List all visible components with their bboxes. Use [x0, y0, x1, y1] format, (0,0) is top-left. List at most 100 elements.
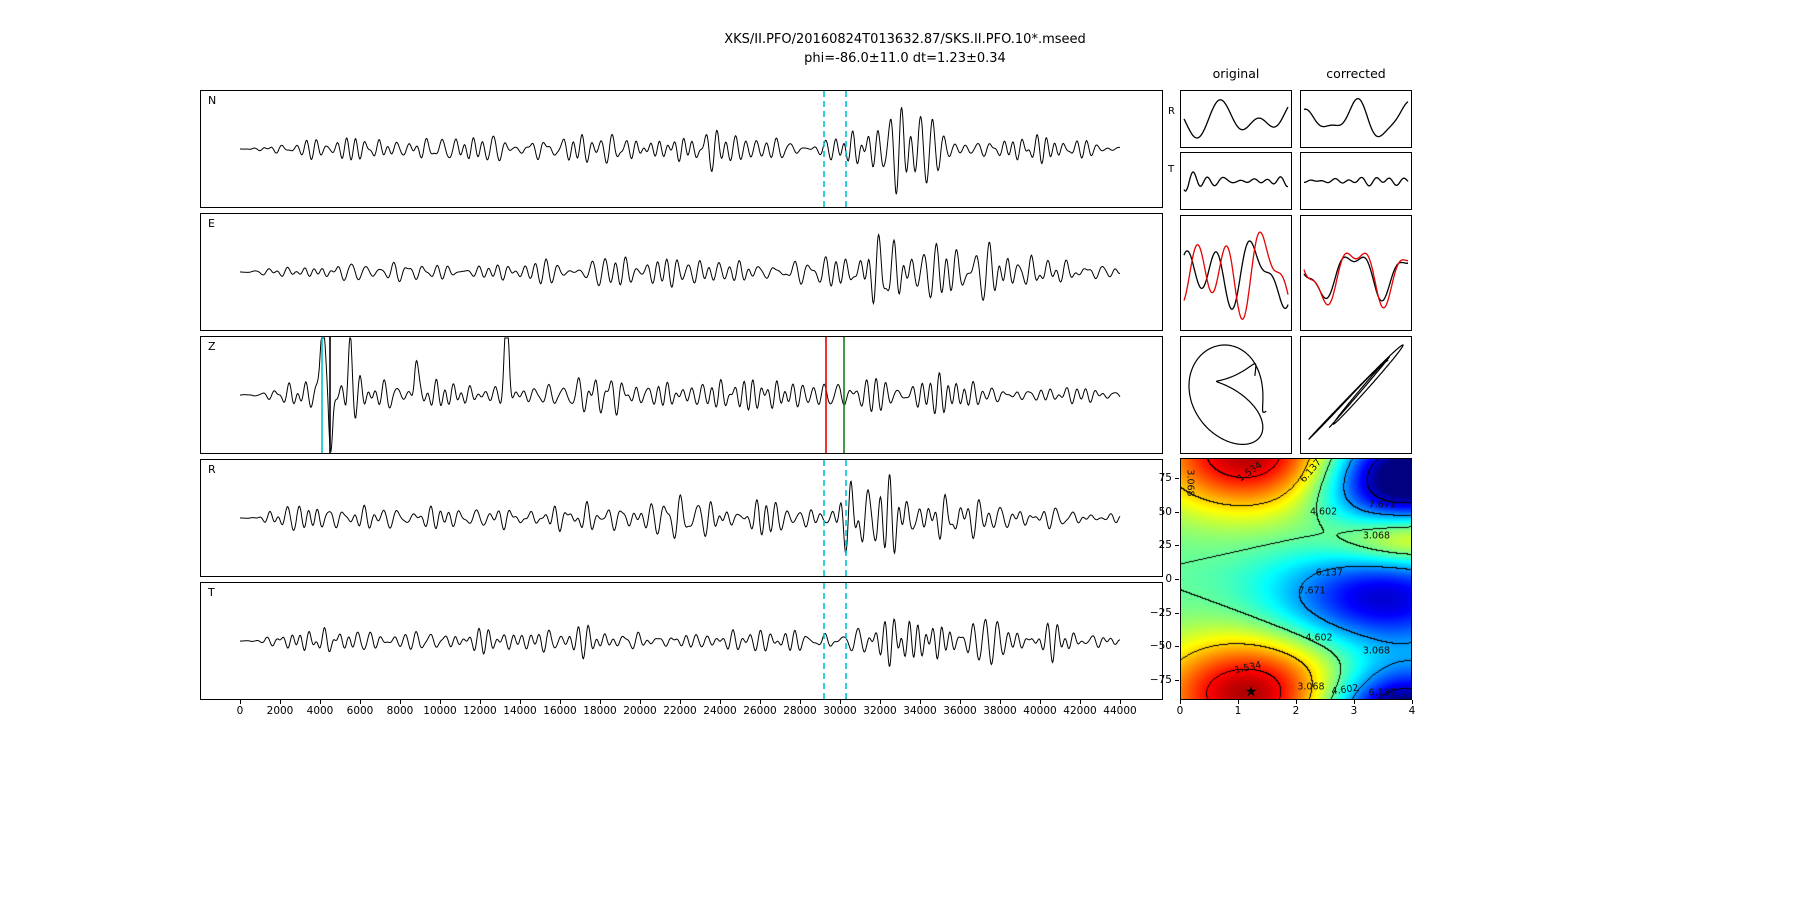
tick-mark: [480, 700, 481, 704]
tick-mark: [920, 700, 921, 704]
x-tick-label: 40000: [1023, 705, 1057, 717]
waveform-trace-e: [240, 233, 1120, 306]
tick-mark: [1238, 700, 1239, 704]
tick-mark: [1175, 478, 1179, 480]
x-tick-label: 14000: [503, 705, 537, 717]
x-tick-label: 20000: [623, 705, 657, 717]
tick-mark: [1412, 700, 1413, 704]
tick-mark: [1354, 700, 1355, 704]
energy-map-x-tick-label: 4: [1408, 705, 1416, 717]
x-tick-label: 8000: [386, 705, 414, 717]
waveform-panel-r: R: [200, 459, 1163, 577]
contour-label: 3.068: [1297, 681, 1325, 693]
waveform-trace-r: [240, 460, 1121, 576]
waveform-panel-t: T: [200, 582, 1163, 700]
x-tick-label: 28000: [783, 705, 817, 717]
tick-mark: [1080, 700, 1081, 704]
tick-mark: [240, 700, 241, 704]
x-tick-label: 30000: [823, 705, 857, 717]
tick-mark: [800, 700, 801, 704]
energy-map-y-tick-label: −50: [1149, 640, 1172, 653]
tick-mark: [1175, 545, 1179, 547]
small-panel-r-corrected: [1300, 90, 1412, 148]
tick-mark: [680, 700, 681, 704]
column-header-original: original: [1212, 66, 1260, 81]
contour-label: 7.671: [1368, 499, 1396, 511]
waveform-panel-n: N: [200, 90, 1163, 208]
x-tick-label: 24000: [703, 705, 737, 717]
x-tick-label: 36000: [943, 705, 977, 717]
tick-mark: [320, 700, 321, 704]
contour-label: 4.602: [1305, 632, 1333, 644]
tick-mark: [720, 700, 721, 704]
small-panel-t-corrected: [1300, 152, 1412, 210]
tick-mark: [400, 700, 401, 704]
row-label-r: R: [1168, 106, 1175, 117]
x-tick-label: 0: [236, 705, 244, 717]
fast-slow-overlay-corrected: [1300, 215, 1412, 331]
tick-mark: [1175, 679, 1179, 681]
contour-label: 6.137: [1368, 687, 1396, 699]
contour-label: 3.068: [1362, 645, 1391, 657]
energy-map-y-tick-label: 25: [1158, 539, 1172, 552]
title-line2: phi=-86.0±11.0 dt=1.23±0.34: [804, 51, 1006, 66]
x-tick-label: 16000: [543, 705, 577, 717]
best-fit-star: ★: [1244, 683, 1258, 700]
energy-map-y-tick-label: 0: [1165, 573, 1172, 585]
x-tick-label: 18000: [583, 705, 617, 717]
panel-label-e: E: [208, 217, 215, 230]
contour-label: 7.671: [1298, 585, 1326, 597]
small-panel-t-original: [1180, 152, 1292, 210]
x-tick-label: 22000: [663, 705, 697, 717]
tick-mark: [600, 700, 601, 704]
tick-mark: [960, 700, 961, 704]
x-tick-label: 4000: [306, 705, 334, 717]
energy-map-x-tick-label: 1: [1234, 705, 1242, 717]
tick-mark: [1175, 579, 1179, 580]
x-tick-label: 2000: [266, 705, 294, 717]
tick-mark: [520, 700, 521, 704]
tick-mark: [1040, 700, 1041, 704]
panel-label-r: R: [208, 463, 216, 476]
energy-map-x-tick-label: 2: [1292, 705, 1300, 717]
energy-map-y-tick-label: 50: [1158, 505, 1172, 518]
energy-map-y-tick-label: 75: [1158, 472, 1172, 485]
tick-mark: [1000, 700, 1001, 704]
title-line1: XKS/II.PFO/20160824T013632.87/SKS.II.PFO…: [724, 32, 1086, 47]
fast-slow-overlay-original: [1180, 215, 1292, 331]
tick-mark: [280, 700, 281, 704]
energy-map-surface: [1181, 459, 1411, 699]
small-panel-r-original: [1180, 90, 1292, 148]
panel-label-z: Z: [208, 340, 216, 353]
waveform-panel-z: Z: [200, 336, 1163, 454]
tick-mark: [1175, 612, 1179, 614]
x-tick-label: 34000: [903, 705, 937, 717]
particle-motion-corrected: [1300, 336, 1412, 454]
contour-label: 3.068: [1362, 530, 1391, 542]
contour-label: 3.068: [1184, 469, 1196, 497]
x-tick-label: 26000: [743, 705, 777, 717]
x-tick-label: 38000: [983, 705, 1017, 717]
tick-mark: [880, 700, 881, 704]
tick-mark: [1180, 700, 1181, 704]
figure-title: XKS/II.PFO/20160824T013632.87/SKS.II.PFO…: [0, 32, 1800, 67]
x-tick-label: 6000: [346, 705, 374, 717]
column-header-corrected: corrected: [1326, 66, 1386, 81]
contour-label: 4.602: [1309, 506, 1338, 518]
energy-map-x-tick-label: 3: [1350, 705, 1358, 717]
waveform-trace-t: [240, 583, 1121, 699]
x-tick-label: 44000: [1103, 705, 1137, 717]
waveform-trace-z: [240, 337, 1121, 453]
tick-mark: [1296, 700, 1297, 704]
x-tick-label: 42000: [1063, 705, 1097, 717]
panel-label-t: T: [208, 586, 215, 599]
tick-mark: [440, 700, 441, 704]
row-label-t: T: [1168, 164, 1175, 175]
tick-mark: [1175, 646, 1179, 648]
energy-map-x-tick-label: 0: [1176, 705, 1184, 717]
tick-mark: [840, 700, 841, 704]
x-tick-label: 32000: [863, 705, 897, 717]
energy-map: ★ 1.534 6.137 3.068 4.602 7.671 3.068 6.137 7.6…: [1180, 457, 1412, 700]
contour-label: 6.137: [1315, 567, 1343, 579]
